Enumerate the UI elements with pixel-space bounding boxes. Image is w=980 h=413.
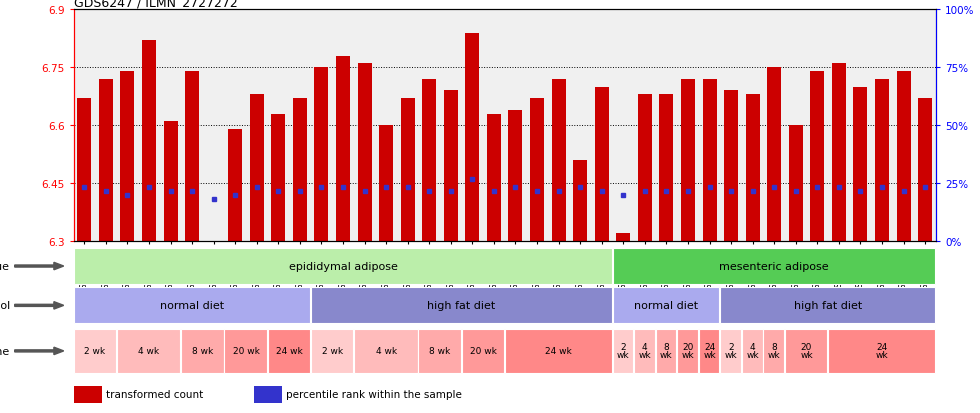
Text: 20
wk: 20 wk — [801, 343, 812, 359]
Text: 20 wk: 20 wk — [469, 347, 497, 356]
Bar — [612, 249, 935, 284]
Text: 24
wk: 24 wk — [704, 343, 715, 359]
Bar — [462, 329, 504, 373]
Text: 24 wk: 24 wk — [275, 347, 303, 356]
Bar — [897, 72, 910, 242]
Bar — [552, 80, 565, 242]
Bar — [720, 329, 741, 373]
Text: percentile rank within the sample: percentile rank within the sample — [286, 389, 462, 399]
Bar — [185, 72, 199, 242]
Bar — [699, 329, 719, 373]
Text: 2 wk: 2 wk — [321, 347, 343, 356]
Bar — [918, 99, 932, 242]
Text: normal diet: normal diet — [634, 301, 699, 311]
Bar — [74, 249, 612, 284]
Bar — [505, 329, 612, 373]
Text: 8
wk: 8 wk — [661, 343, 672, 359]
Bar — [74, 288, 310, 323]
Text: time: time — [0, 346, 10, 356]
Bar — [530, 99, 544, 242]
Bar — [810, 72, 824, 242]
Bar — [418, 329, 461, 373]
Text: 4 wk: 4 wk — [375, 347, 397, 356]
Text: GDS6247 / ILMN_2727272: GDS6247 / ILMN_2727272 — [74, 0, 237, 9]
Text: normal diet: normal diet — [160, 301, 224, 311]
Bar — [99, 80, 113, 242]
Bar — [77, 99, 91, 242]
Text: 2
wk: 2 wk — [725, 343, 737, 359]
Bar — [703, 80, 716, 242]
Bar — [164, 122, 177, 242]
Bar — [466, 33, 479, 242]
Bar — [832, 64, 846, 242]
Text: 2
wk: 2 wk — [617, 343, 629, 359]
Bar — [681, 80, 695, 242]
Bar — [612, 288, 719, 323]
Bar — [789, 126, 803, 242]
Text: 24 wk: 24 wk — [545, 347, 572, 356]
Bar — [224, 329, 267, 373]
Bar — [854, 88, 867, 242]
Bar — [595, 88, 609, 242]
Text: 8 wk: 8 wk — [192, 347, 214, 356]
Text: 20
wk: 20 wk — [682, 343, 694, 359]
Bar — [422, 80, 436, 242]
Bar — [660, 95, 673, 242]
Text: epididymal adipose: epididymal adipose — [288, 261, 398, 271]
Bar — [487, 114, 501, 242]
Text: 8 wk: 8 wk — [429, 347, 451, 356]
Text: 24
wk: 24 wk — [876, 343, 888, 359]
Bar — [742, 329, 762, 373]
Bar — [336, 57, 350, 242]
Text: tissue: tissue — [0, 261, 10, 271]
Text: mesenteric adipose: mesenteric adipose — [719, 261, 829, 271]
Bar — [573, 161, 587, 242]
Bar — [401, 99, 415, 242]
Text: 20 wk: 20 wk — [232, 347, 260, 356]
Text: 4
wk: 4 wk — [639, 343, 651, 359]
Bar — [254, 386, 282, 403]
Text: 2 wk: 2 wk — [84, 347, 106, 356]
Bar — [612, 329, 633, 373]
Bar — [271, 114, 285, 242]
Bar — [74, 329, 116, 373]
Bar — [767, 68, 781, 242]
Bar — [634, 329, 655, 373]
Bar — [268, 329, 310, 373]
Bar — [638, 95, 652, 242]
Bar — [358, 64, 371, 242]
Bar — [74, 386, 102, 403]
Bar — [354, 329, 417, 373]
Bar — [763, 329, 784, 373]
Bar — [117, 329, 180, 373]
Bar — [746, 95, 760, 242]
Bar — [616, 234, 630, 242]
Text: high fat diet: high fat diet — [794, 301, 862, 311]
Text: 4
wk: 4 wk — [747, 343, 759, 359]
Bar — [677, 329, 698, 373]
Text: 4 wk: 4 wk — [138, 347, 160, 356]
Bar — [311, 288, 612, 323]
Bar — [828, 329, 935, 373]
Text: transformed count: transformed count — [106, 389, 203, 399]
Text: 8
wk: 8 wk — [768, 343, 780, 359]
Text: protocol: protocol — [0, 301, 10, 311]
Bar — [228, 130, 242, 242]
Bar — [509, 111, 522, 242]
Bar — [311, 329, 353, 373]
Bar — [444, 91, 458, 242]
Bar — [121, 72, 134, 242]
Bar — [656, 329, 676, 373]
Bar — [315, 68, 328, 242]
Bar — [379, 126, 393, 242]
Bar — [720, 288, 935, 323]
Text: high fat diet: high fat diet — [427, 301, 496, 311]
Bar — [142, 41, 156, 242]
Bar — [181, 329, 223, 373]
Bar — [875, 80, 889, 242]
Bar — [785, 329, 827, 373]
Bar — [724, 91, 738, 242]
Bar — [250, 95, 264, 242]
Bar — [293, 99, 307, 242]
